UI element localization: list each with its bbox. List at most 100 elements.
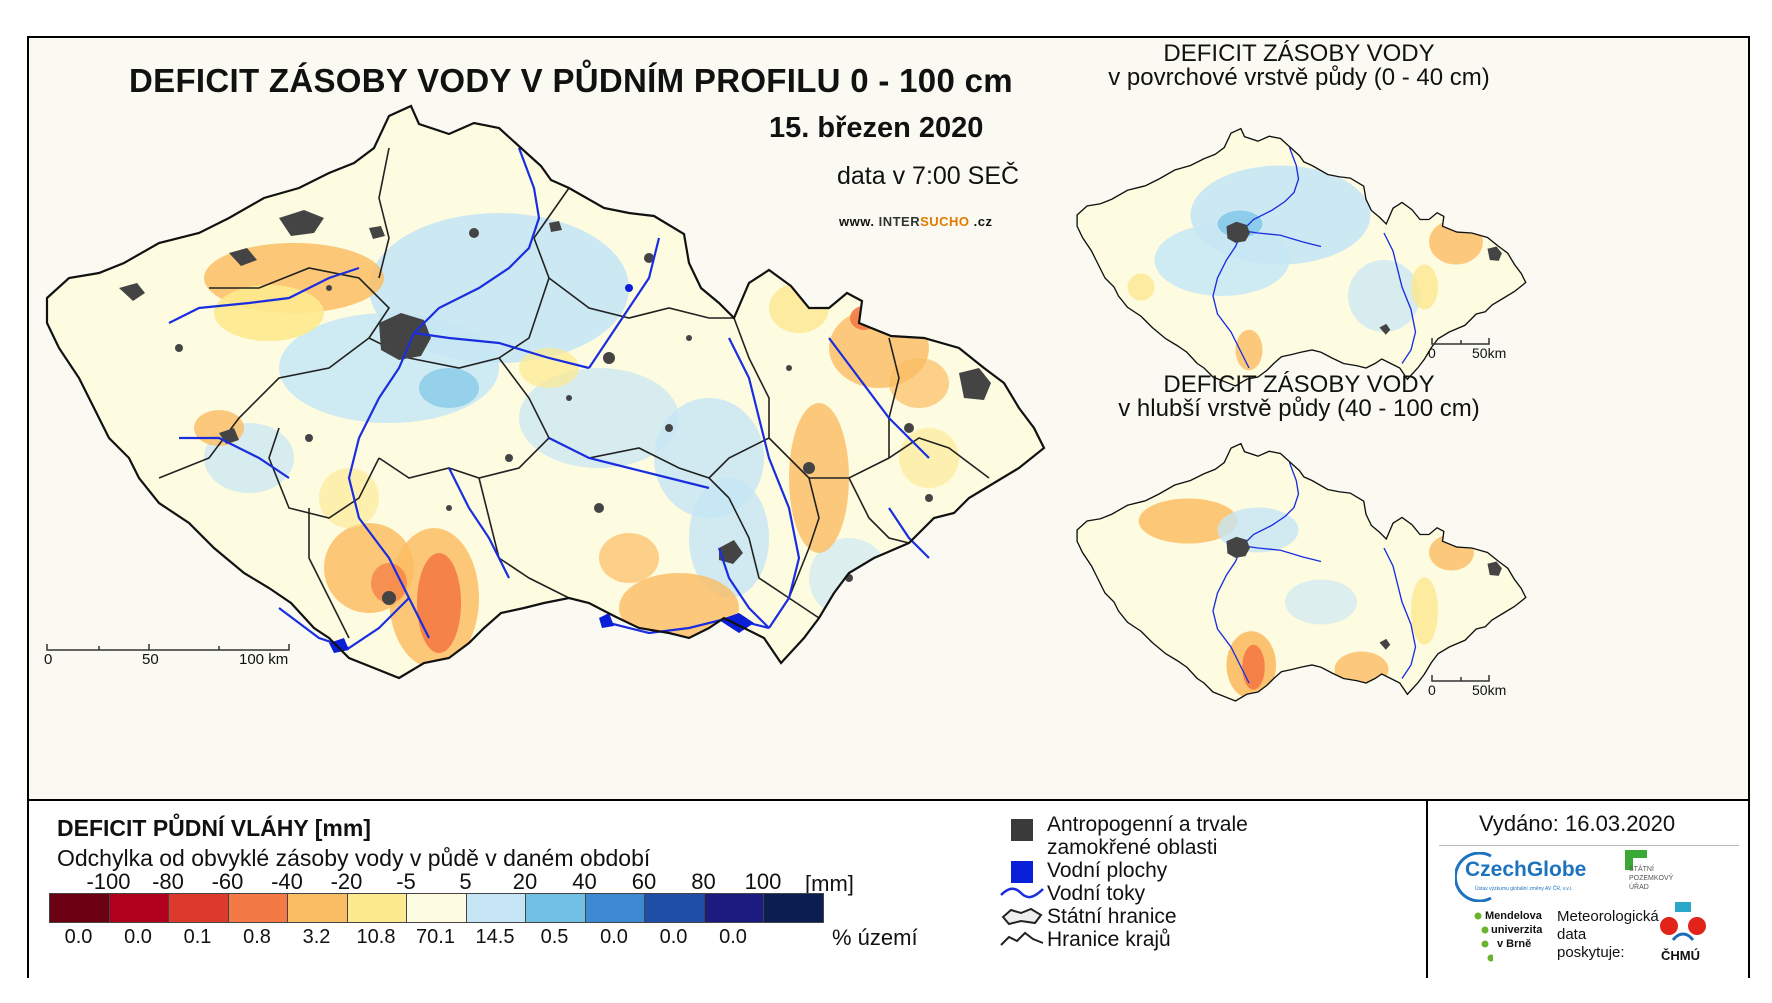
map-date: 15. březen 2020: [769, 112, 984, 144]
legend-title: DEFICIT PŮDNÍ VLÁHY [mm]: [57, 815, 371, 841]
inset-top-scale-50: 50km: [1472, 345, 1507, 361]
legend-swatch: [465, 893, 526, 923]
legend-swatch: [168, 893, 229, 923]
spu-logo-bar-side: [1625, 850, 1633, 870]
scale-tick-50: 50: [142, 651, 159, 668]
mendel-logo-dots: [1474, 912, 1493, 962]
meteo-line-2: data: [1557, 926, 1587, 943]
inset-scale-bars: [1431, 338, 1490, 682]
legend-swatch: [49, 893, 110, 923]
water-areas-label: Vodní plochy: [1047, 859, 1168, 882]
mendel-line-2: univerzita: [1491, 924, 1543, 936]
legend-break-label: -80: [152, 869, 184, 894]
legend-percentage: 0.0: [659, 926, 688, 948]
scale-tick-100: 100 km: [239, 651, 289, 668]
issued-date: Vydáno: 16.03.2020: [1479, 811, 1676, 836]
legend-swatch: [525, 893, 586, 923]
legend-break-label: 100: [744, 869, 782, 894]
state-border-symbol: [1001, 907, 1043, 926]
legend-percentage: 10.8: [356, 926, 396, 948]
legend-percentage: 0.0: [719, 926, 747, 948]
legend-unit: [mm]: [805, 871, 854, 896]
spu-logo-bar-top: [1625, 850, 1647, 858]
legend-break-label: -60: [211, 869, 244, 894]
legend-break-label: 40: [572, 869, 597, 894]
rivers: [168, 147, 930, 650]
legend-swatch: [287, 893, 348, 923]
region-border-symbol: [1000, 931, 1044, 946]
inset-top-title-1: DEFICIT ZÁSOBY VODY: [1163, 40, 1435, 67]
chmu-label: ČHMÚ: [1661, 948, 1700, 963]
legend-percentage: 0.1: [183, 926, 212, 948]
legend-percentage: 3.2: [302, 926, 331, 948]
main-map: [45, 104, 1527, 702]
spu-line-2: POZEMKOVÝ: [1629, 875, 1674, 882]
legend-swatch: [108, 893, 169, 923]
mendel-line-1: Mendelova: [1485, 910, 1542, 922]
map-frame: DEFICIT ZÁSOBY VODY V PŮDNÍM PROFILU 0 -…: [27, 36, 1750, 978]
meteo-line-3: poskytuje:: [1557, 944, 1625, 961]
czechglobe-sub: Ústav výzkumu globální změny AV ČR, v.v.…: [1475, 886, 1573, 892]
url-suffix: .cz: [973, 214, 993, 229]
legend-percentage: 0.0: [124, 926, 152, 948]
legend-subtitle: Odchylka od obvyklé zásoby vody v půdě v…: [57, 845, 651, 871]
legend-percentage: 14.5: [475, 926, 515, 948]
inset-bottom-title-2: v hlubší vrstvě půdy (40 - 100 cm): [1118, 395, 1480, 422]
legend-swatch: [346, 893, 407, 923]
url-brand: INTER: [878, 214, 921, 229]
url-prefix: www.: [839, 214, 875, 229]
inset-bottom-scale-50: 50km: [1472, 682, 1507, 698]
legend-break-label: -5: [396, 869, 416, 894]
state-border-label: Státní hranice: [1047, 905, 1177, 928]
river-symbol: [1000, 887, 1044, 899]
legend-break-label: 5: [459, 869, 472, 894]
main-scale-bar: [46, 644, 290, 651]
map-title: DEFICIT ZÁSOBY VODY V PŮDNÍM PROFILU 0 -…: [129, 62, 1013, 99]
legend-break-label: 20: [512, 869, 538, 894]
czechglobe-logo: CzechGlobe: [1465, 858, 1587, 881]
czechglobe-logo-arc: [1455, 852, 1492, 902]
spu-line-3: ÚŘAD: [1629, 884, 1649, 891]
legend-break-label: -100: [86, 869, 131, 894]
legend-break-label: 80: [691, 869, 716, 894]
url-brand-highlight: SUCHO: [920, 214, 970, 229]
legend-panel: DEFICIT PŮDNÍ VLÁHY [mm] Odchylka od obv…: [29, 799, 1748, 978]
legend-swatch: [227, 893, 288, 923]
legend-divider: [1426, 801, 1428, 978]
logos-box: CzechGlobe Ústav výzkumu globální změny …: [1439, 845, 1739, 972]
legend-swatch: [406, 893, 467, 923]
inset-bottom-scale-0: 0: [1428, 682, 1436, 698]
chmu-logo: [1660, 902, 1706, 941]
legend-break-label: -20: [330, 869, 363, 894]
legend-percentage: 0.0: [600, 926, 628, 948]
water-courses-label: Vodní toky: [1047, 882, 1146, 905]
legend-pct-unit: % území: [832, 925, 918, 950]
legend-swatch: [584, 893, 645, 923]
urban-symbol: [1011, 819, 1033, 841]
intersucho-url[interactable]: www. INTERSUCHO .cz: [839, 214, 993, 229]
legend-percentage: 0.8: [243, 926, 271, 948]
spu-line-1: STÁTNÍ: [1629, 866, 1654, 873]
inset-top-scale-0: 0: [1428, 345, 1436, 361]
legend-swatch: [644, 893, 705, 923]
map-area: DEFICIT ZÁSOBY VODY V PŮDNÍM PROFILU 0 -…: [29, 38, 1748, 799]
region-border-label: Hranice krajů: [1047, 928, 1171, 951]
scale-tick-0: 0: [44, 651, 53, 668]
data-time: data v 7:00 SEČ: [837, 162, 1020, 190]
anthro-label-1: Antropogenní a trvale: [1047, 813, 1248, 836]
water-area-symbol: [1011, 861, 1033, 883]
mendel-line-3: v Brně: [1497, 938, 1532, 950]
legend-percentage: 70.1: [416, 926, 455, 948]
inset-bottom-title-1: DEFICIT ZÁSOBY VODY: [1163, 371, 1435, 398]
meteo-line-1: Meteorologická: [1557, 908, 1659, 925]
inset-map-bottom: [1076, 442, 1527, 702]
inset-top-title-2: v povrchové vrstvě půdy (0 - 40 cm): [1108, 64, 1490, 91]
legend-break-label: 60: [631, 869, 657, 894]
legend-percentage: 0.0: [64, 926, 93, 948]
anthro-label-2: zamokřené oblasti: [1047, 836, 1218, 859]
legend-swatch: [703, 893, 764, 923]
legend-percentage: 0.5: [540, 926, 569, 948]
legend-swatch: [763, 893, 824, 923]
inset-map-top: [1076, 127, 1527, 387]
legend-break-label: -40: [271, 869, 303, 894]
